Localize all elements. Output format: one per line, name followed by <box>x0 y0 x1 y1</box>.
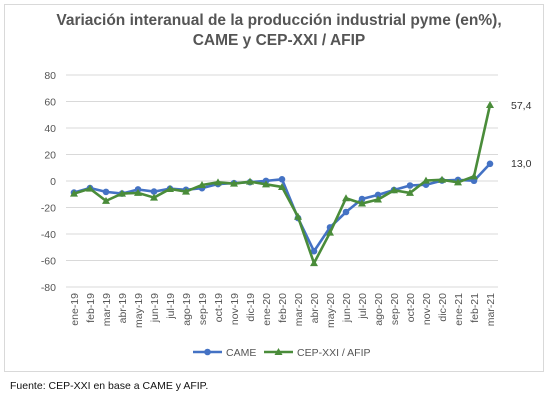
data-point-cep-xxi-afip <box>230 179 238 187</box>
data-point-cep-xxi-afip <box>246 177 254 185</box>
data-label-came-end: 13,0 <box>511 158 532 170</box>
x-tick-label: oct-19 <box>213 293 225 322</box>
x-tick-label: may-20 <box>325 293 337 328</box>
data-point-cep-xxi-afip <box>454 178 462 186</box>
data-point-cep-xxi-afip <box>198 180 206 188</box>
x-tick-label: nov-20 <box>421 293 433 325</box>
x-tick-label: jun-20 <box>341 293 353 323</box>
data-point-cep-xxi-afip <box>358 199 366 207</box>
chart-title-line2: CAME y CEP-XXI / AFIP <box>192 32 366 49</box>
data-point-cep-xxi-afip <box>470 172 478 180</box>
data-point-cep-xxi-afip <box>70 189 78 197</box>
x-tick-label: feb-20 <box>277 293 289 323</box>
x-tick-label: oct-20 <box>405 293 417 322</box>
data-point-cep-xxi-afip <box>214 178 222 186</box>
x-tick-label: mar-21 <box>485 293 497 326</box>
chart-title-line1: Variación interanual de la producción in… <box>56 12 502 29</box>
legend-label-came: CAME <box>226 347 256 359</box>
x-tick-label: feb-19 <box>85 293 97 323</box>
chart-frame <box>4 4 544 372</box>
legend-label-cep-xxi-afip: CEP-XXI / AFIP <box>297 347 371 359</box>
x-tick-label: may-19 <box>133 293 145 328</box>
y-tick-label: 60 <box>44 97 56 109</box>
y-tick-label: -80 <box>41 282 56 294</box>
x-tick-label: dic-20 <box>437 293 449 322</box>
x-tick-label: abr-19 <box>117 293 129 324</box>
data-point-came <box>150 188 158 195</box>
x-tick-label: abr-20 <box>309 293 321 324</box>
x-tick-label: nov-19 <box>229 293 241 325</box>
data-point-cep-xxi-afip <box>182 187 190 195</box>
data-point-cep-xxi-afip <box>342 194 350 202</box>
data-point-came <box>486 160 494 168</box>
x-tick-label: jul-20 <box>357 293 369 320</box>
x-tick-label: ene-21 <box>453 293 465 326</box>
data-point-came <box>374 191 382 199</box>
y-tick-label: 0 <box>50 176 56 188</box>
data-point-cep-xxi-afip <box>150 193 158 201</box>
data-point-cep-xxi-afip <box>438 175 446 183</box>
y-tick-label: -60 <box>41 256 56 268</box>
x-tick-label: sep-19 <box>197 293 209 325</box>
x-tick-label: ene-19 <box>69 293 81 326</box>
x-tick-label: dic-19 <box>245 293 257 322</box>
x-tick-label: mar-19 <box>101 293 113 326</box>
x-tick-label: ene-20 <box>261 293 273 326</box>
x-tick-label: sep-20 <box>389 293 401 325</box>
data-point-cep-xxi-afip <box>278 182 286 190</box>
data-label-cep-xxi-afip-end: 57,4 <box>511 100 532 112</box>
data-point-came <box>358 195 366 203</box>
source-note: Fuente: CEP-XXI en base a CAME y AFIP. <box>10 380 209 392</box>
data-point-cep-xxi-afip <box>294 212 302 220</box>
data-point-came <box>102 188 110 196</box>
data-point-cep-xxi-afip <box>134 188 142 196</box>
y-tick-label: 40 <box>44 123 56 135</box>
data-point-cep-xxi-afip <box>262 180 270 188</box>
data-point-came <box>278 175 286 183</box>
data-point-came <box>342 208 350 216</box>
legend-marker-came <box>204 348 211 356</box>
data-point-came <box>406 182 414 189</box>
data-point-cep-xxi-afip <box>102 196 110 204</box>
data-point-cep-xxi-afip <box>86 184 94 192</box>
data-point-cep-xxi-afip <box>374 195 382 203</box>
data-point-cep-xxi-afip <box>166 184 174 192</box>
y-tick-label: 80 <box>44 70 56 82</box>
x-tick-label: jul-19 <box>165 293 177 320</box>
data-point-cep-xxi-afip <box>422 176 430 184</box>
data-point-cep-xxi-afip <box>390 186 398 194</box>
legend-marker-cep-xxi-afip <box>274 348 283 355</box>
data-point-cep-xxi-afip <box>406 188 414 196</box>
data-point-cep-xxi-afip <box>118 189 126 197</box>
y-tick-label: -20 <box>41 203 56 215</box>
x-tick-label: feb-21 <box>469 293 481 323</box>
data-point-came <box>310 247 318 255</box>
y-tick-label: 20 <box>44 150 56 162</box>
data-point-cep-xxi-afip <box>486 100 494 108</box>
x-tick-label: mar-20 <box>293 293 305 326</box>
data-point-cep-xxi-afip <box>326 228 334 236</box>
x-tick-label: ago-19 <box>181 293 193 326</box>
x-tick-label: ago-20 <box>373 293 385 326</box>
data-point-cep-xxi-afip <box>310 259 318 267</box>
line-chart: 80 60 40 20 0 -20 -40 -60 -80 ene-19 feb-19 mar-19 a… <box>41 70 532 359</box>
x-tick-label: jun-19 <box>149 293 161 323</box>
y-tick-label: -40 <box>41 229 56 241</box>
